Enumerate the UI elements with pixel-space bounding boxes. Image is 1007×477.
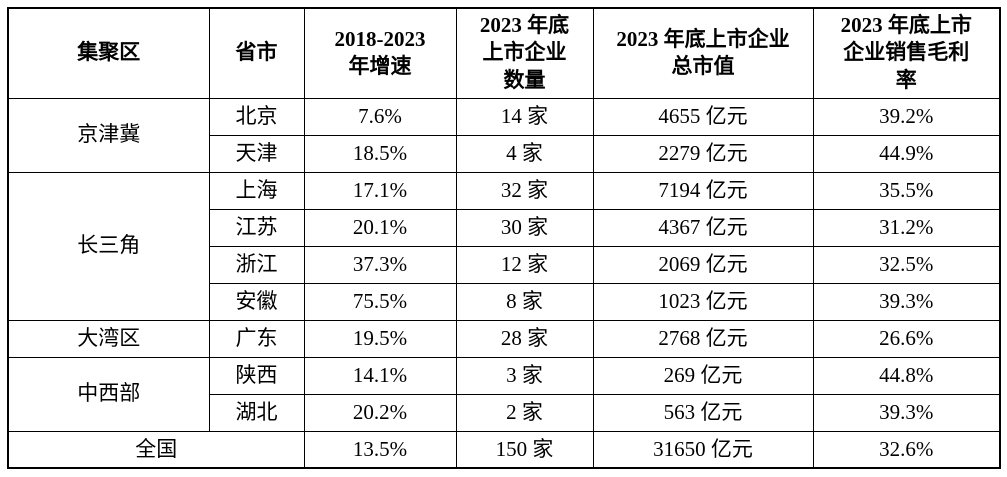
province-cell: 天津	[208, 134, 305, 173]
count-cell: 32 家	[455, 171, 594, 210]
margin-cell: 39.3%	[812, 393, 1001, 432]
header-cell-province: 省市	[208, 7, 305, 99]
margin-cell: 26.6%	[812, 319, 1001, 358]
table-header: 集聚区 省市 2018-2023 年增速 2023 年底 上市企业 数量 202…	[7, 7, 1001, 99]
market-cap-cell: 31650 亿元	[592, 430, 814, 469]
growth-cell: 19.5%	[303, 319, 457, 358]
growth-cell: 17.1%	[303, 171, 457, 210]
table-row-guangdong: 大湾区 广东 19.5% 28 家 2768 亿元 26.6%	[7, 319, 1001, 358]
count-cell: 8 家	[455, 282, 594, 321]
growth-cell: 37.3%	[303, 245, 457, 284]
province-cell: 广东	[208, 319, 305, 358]
count-cell: 4 家	[455, 134, 594, 173]
margin-cell: 32.6%	[812, 430, 1001, 469]
market-cap-cell: 269 亿元	[592, 356, 814, 395]
growth-cell: 20.1%	[303, 208, 457, 247]
growth-cell: 18.5%	[303, 134, 457, 173]
table-row-anhui: 安徽 75.5% 8 家 1023 亿元 39.3%	[8, 282, 1001, 321]
market-cap-cell: 563 亿元	[592, 393, 814, 432]
margin-cell: 44.9%	[812, 134, 1001, 173]
margin-cell: 39.2%	[812, 97, 1001, 136]
province-cell: 安徽	[208, 282, 305, 321]
province-cell: 浙江	[208, 245, 305, 284]
count-cell: 28 家	[455, 319, 594, 358]
header-cell-growth: 2018-2023 年增速	[303, 7, 457, 99]
count-cell: 14 家	[455, 97, 594, 136]
province-cell: 北京	[208, 97, 305, 136]
header-cell-region: 集聚区	[7, 7, 210, 99]
table-row-hubei: 湖北 20.2% 2 家 563 亿元 39.3%	[8, 393, 1001, 432]
region-cell-dawanqu: 大湾区	[7, 319, 210, 358]
count-cell: 30 家	[455, 208, 594, 247]
province-cell: 上海	[208, 171, 305, 210]
header-cell-market-cap: 2023 年底上市企业 总市值	[592, 7, 814, 99]
province-cell: 江苏	[208, 208, 305, 247]
header-row: 集聚区 省市 2018-2023 年增速 2023 年底 上市企业 数量 202…	[7, 7, 1001, 99]
market-cap-cell: 7194 亿元	[592, 171, 814, 210]
province-cell: 湖北	[208, 393, 305, 432]
growth-cell: 7.6%	[303, 97, 457, 136]
count-cell: 12 家	[455, 245, 594, 284]
total-label-cell: 全国	[7, 430, 305, 469]
margin-cell: 39.3%	[812, 282, 1001, 321]
market-cap-cell: 1023 亿元	[592, 282, 814, 321]
margin-cell: 35.5%	[812, 171, 1001, 210]
market-cap-cell: 2069 亿元	[592, 245, 814, 284]
table-body: 京津冀 北京 7.6% 14 家 4655 亿元 39.2% 天津 18.5% …	[7, 97, 1001, 469]
market-cap-cell: 4367 亿元	[592, 208, 814, 247]
table-row-shaanxi: 中西部 陕西 14.1% 3 家 269 亿元 44.8%	[7, 356, 1001, 432]
region-cell-changsanjiao: 长三角	[7, 171, 210, 321]
count-cell: 3 家	[455, 356, 594, 395]
margin-cell: 44.8%	[812, 356, 1001, 395]
market-cap-cell: 2279 亿元	[592, 134, 814, 173]
table-row-shanghai: 长三角 上海 17.1% 32 家 7194 亿元 35.5%	[7, 171, 1001, 321]
table-row-beijing: 京津冀 北京 7.6% 14 家 4655 亿元 39.2%	[7, 97, 1001, 173]
region-cell-jingjinji: 京津冀	[7, 97, 210, 173]
growth-cell: 14.1%	[303, 356, 457, 395]
growth-cell: 75.5%	[303, 282, 457, 321]
market-cap-cell: 4655 亿元	[592, 97, 814, 136]
margin-cell: 32.5%	[812, 245, 1001, 284]
region-cell-zhongxibu: 中西部	[7, 356, 210, 432]
header-cell-margin: 2023 年底上市 企业销售毛利 率	[812, 7, 1001, 99]
market-cap-cell: 2768 亿元	[592, 319, 814, 358]
count-cell: 2 家	[455, 393, 594, 432]
table-row-jiangsu: 江苏 20.1% 30 家 4367 亿元 31.2%	[8, 208, 1001, 247]
listed-companies-by-cluster-table: 集聚区 省市 2018-2023 年增速 2023 年底 上市企业 数量 202…	[7, 7, 1001, 469]
table-row-zhejiang: 浙江 37.3% 12 家 2069 亿元 32.5%	[8, 245, 1001, 284]
header-cell-count: 2023 年底 上市企业 数量	[455, 7, 594, 99]
growth-cell: 13.5%	[303, 430, 457, 469]
growth-cell: 20.2%	[303, 393, 457, 432]
count-cell: 150 家	[455, 430, 594, 469]
margin-cell: 31.2%	[812, 208, 1001, 247]
province-cell: 陕西	[208, 356, 305, 395]
table-row-total: 全国 13.5% 150 家 31650 亿元 32.6%	[7, 430, 1001, 469]
